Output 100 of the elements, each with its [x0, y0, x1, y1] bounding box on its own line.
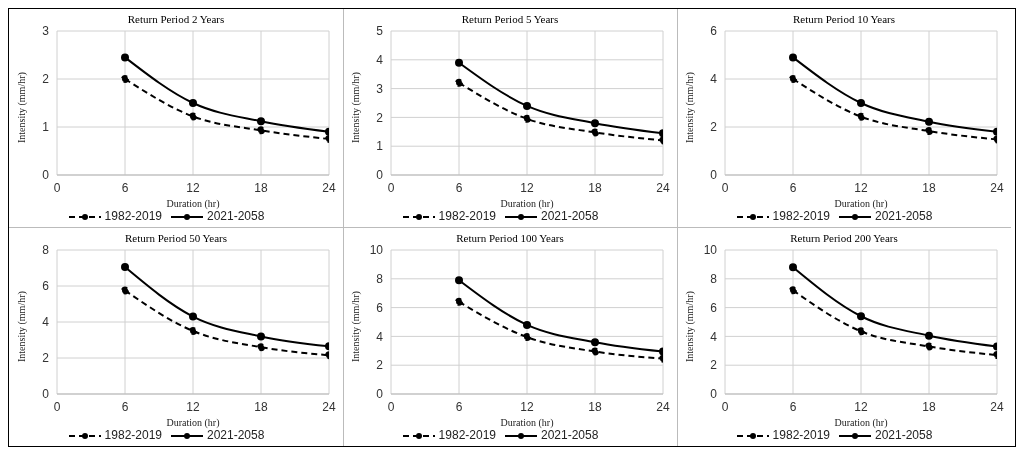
point — [789, 75, 797, 83]
point — [523, 320, 531, 329]
y-tick-label: 10 — [369, 243, 384, 258]
x-tick-label: 24 — [322, 399, 336, 414]
y-tick-label: 8 — [376, 272, 384, 287]
point — [591, 128, 599, 137]
x-tick-label: 12 — [186, 180, 200, 195]
legend-label: 1982-2019 — [103, 209, 162, 223]
x-tick-label: 12 — [186, 399, 200, 414]
y-axis-title: Intensity (mm/hr) — [349, 72, 362, 143]
point — [925, 331, 933, 340]
y-tick-label: 0 — [376, 168, 384, 183]
x-tick-label: 0 — [53, 180, 61, 195]
y-tick-label: 0 — [710, 168, 718, 183]
point — [257, 126, 265, 135]
x-axis-title: Duration (hr) — [500, 198, 554, 210]
x-axis-title: Duration (hr) — [500, 417, 554, 429]
y-tick-label: 0 — [42, 168, 50, 183]
point — [121, 53, 129, 62]
point — [257, 343, 265, 352]
y-tick-label: 2 — [376, 358, 384, 373]
y-tick-label: 2 — [42, 351, 50, 366]
y-tick-label: 1 — [376, 139, 384, 154]
y-tick-label: 4 — [710, 72, 718, 87]
y-tick-label: 4 — [42, 315, 50, 330]
chart-title: Return Period 50 Years — [123, 232, 229, 244]
x-tick-label: 0 — [721, 399, 729, 414]
x-axis-title: Duration (hr) — [166, 198, 220, 210]
x-tick-label: 24 — [656, 180, 670, 195]
legend-label: 2021-2058 — [540, 209, 599, 223]
point — [857, 99, 865, 107]
point — [857, 327, 865, 336]
y-axis-title: Intensity (mm/hr) — [15, 72, 28, 143]
legend-label: 1982-2019 — [437, 209, 496, 223]
x-axis-title: Duration (hr) — [834, 417, 888, 429]
point — [455, 58, 463, 67]
y-tick-label: 10 — [703, 243, 718, 258]
x-tick-label: 6 — [121, 180, 129, 195]
chart-title: Return Period 200 Years — [789, 232, 899, 244]
x-tick-label: 24 — [656, 399, 670, 414]
x-tick-label: 12 — [520, 180, 534, 195]
x-tick-label: 24 — [990, 180, 1004, 195]
x-tick-label: 6 — [121, 399, 129, 414]
y-tick-label: 6 — [710, 300, 718, 315]
legend-label: 1982-2019 — [103, 428, 162, 442]
point — [857, 312, 865, 321]
y-tick-label: 2 — [42, 72, 50, 87]
x-tick-label: 18 — [254, 180, 268, 195]
x-tick-label: 0 — [53, 399, 61, 414]
y-tick-label: 3 — [42, 24, 50, 39]
x-tick-label: 18 — [922, 399, 936, 414]
point — [257, 117, 265, 126]
y-tick-label: 4 — [710, 329, 718, 344]
x-tick-label: 18 — [588, 399, 602, 414]
x-tick-label: 6 — [789, 399, 797, 414]
y-tick-label: 1 — [42, 120, 50, 135]
x-axis-title: Duration (hr) — [834, 198, 888, 210]
x-tick-label: 18 — [588, 180, 602, 195]
point — [121, 286, 129, 295]
point — [591, 338, 599, 347]
point — [189, 112, 197, 121]
point — [189, 99, 197, 107]
x-tick-label: 0 — [721, 180, 729, 195]
y-axis-title: Intensity (mm/hr) — [349, 291, 362, 362]
y-tick-label: 2 — [710, 120, 718, 135]
y-tick-label: 2 — [376, 110, 384, 125]
legend-label: 1982-2019 — [771, 428, 830, 442]
y-tick-label: 6 — [42, 279, 50, 294]
x-tick-label: 12 — [854, 399, 868, 414]
point — [857, 112, 865, 121]
point — [925, 117, 933, 126]
y-tick-label: 3 — [376, 81, 384, 96]
y-tick-label: 0 — [710, 387, 718, 402]
y-tick-label: 0 — [376, 387, 384, 402]
legend-label: 1982-2019 — [437, 428, 496, 442]
x-tick-label: 0 — [387, 180, 395, 195]
x-tick-label: 12 — [520, 399, 534, 414]
x-tick-label: 24 — [990, 399, 1004, 414]
legend-label: 2021-2058 — [206, 209, 265, 223]
point — [189, 312, 197, 321]
chart-title: Return Period 2 Years — [126, 13, 226, 25]
chart-title: Return Period 5 Years — [460, 13, 560, 25]
point — [121, 75, 129, 83]
x-tick-label: 0 — [387, 399, 395, 414]
point — [925, 342, 933, 351]
point — [789, 286, 797, 295]
legend-label: 2021-2058 — [206, 428, 265, 442]
legend-label: 2021-2058 — [874, 209, 933, 223]
point — [523, 114, 531, 123]
point — [591, 119, 599, 128]
x-tick-label: 18 — [254, 399, 268, 414]
legend-label: 1982-2019 — [771, 209, 830, 223]
y-tick-label: 8 — [42, 243, 50, 258]
x-tick-label: 24 — [322, 180, 336, 195]
point — [455, 276, 463, 285]
point — [591, 347, 599, 356]
point — [789, 263, 797, 272]
x-tick-label: 18 — [922, 180, 936, 195]
legend-label: 2021-2058 — [540, 428, 599, 442]
x-tick-label: 6 — [455, 180, 463, 195]
